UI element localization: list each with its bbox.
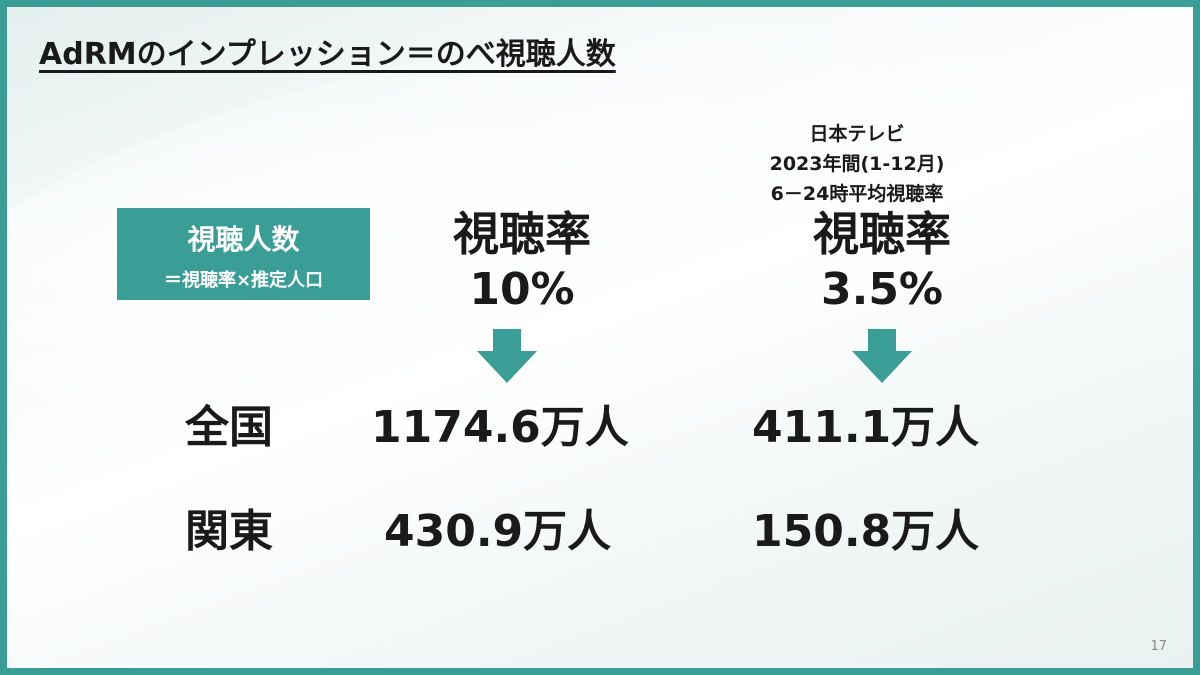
formula-box: 視聴人数 ＝視聴率×推定人口: [117, 208, 370, 300]
row-label-national: 全国: [185, 402, 273, 453]
page-number: 17: [1150, 639, 1167, 654]
rate-label: 視聴率: [813, 207, 951, 261]
row-label-kanto: 関東: [185, 506, 273, 557]
value-national-rate1: 1174.6万人: [371, 402, 629, 453]
source-note-line: 2023年間(1-12月): [769, 153, 945, 175]
source-note-line: 6－24時平均視聴率: [770, 183, 944, 205]
formula-main: 視聴人数: [187, 223, 300, 256]
source-note: 日本テレビ 2023年間(1-12月) 6－24時平均視聴率: [727, 119, 987, 209]
value-national-rate2: 411.1万人: [752, 402, 980, 453]
value-kanto-rate2: 150.8万人: [752, 506, 980, 557]
rate-label: 視聴率: [453, 207, 591, 261]
rate-value: 10%: [469, 264, 575, 315]
slide-title: AdRMのインプレッション＝のべ視聴人数: [39, 37, 616, 72]
rate-value: 3.5%: [820, 264, 944, 315]
arrow-down-icon: [852, 329, 912, 383]
value-kanto-rate1: 430.9万人: [384, 506, 612, 557]
source-note-line: 日本テレビ: [809, 123, 905, 145]
rate-column-2: 視聴率 3.5%: [777, 207, 987, 319]
rate-column-1: 視聴率 10%: [417, 207, 627, 319]
formula-sub: ＝視聴率×推定人口: [163, 270, 324, 291]
arrow-down-icon: [477, 329, 537, 383]
